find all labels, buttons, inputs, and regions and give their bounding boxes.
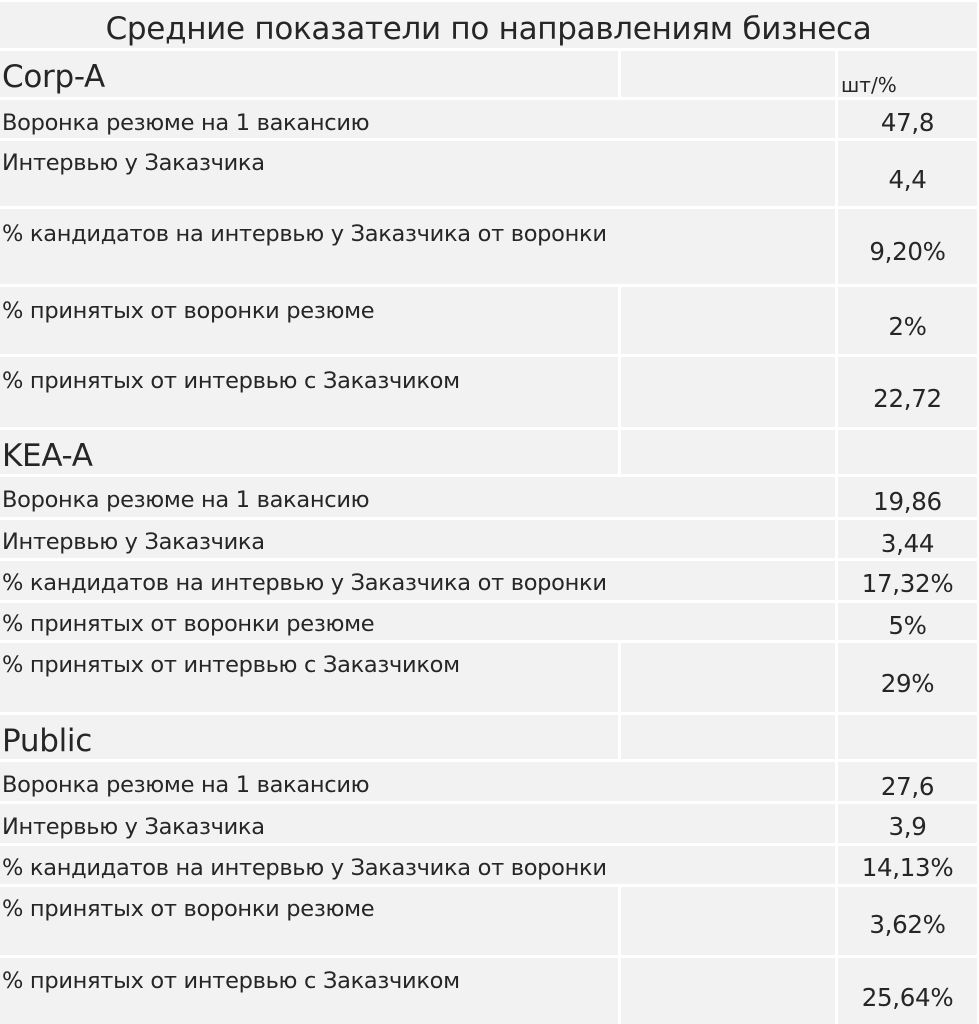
row-value: 2%	[838, 287, 977, 354]
row-value: 27,6	[838, 762, 977, 801]
empty-cell	[621, 51, 835, 97]
row-label: % принятых от интервью с Заказчиком	[0, 958, 618, 1024]
empty-cell	[838, 430, 977, 474]
row-value: 22,72	[838, 357, 977, 427]
row-label: % принятых от воронки резюме	[0, 287, 618, 354]
row-label: % принятых от воронки резюме	[0, 603, 835, 640]
empty-cell	[621, 287, 835, 354]
unit-header: шт/%	[838, 51, 977, 97]
row-label: Воронка резюме на 1 вакансию	[0, 762, 835, 801]
empty-cell	[621, 643, 835, 712]
row-label: % кандидатов на интервью у Заказчика от …	[0, 209, 835, 284]
section-title-kea-a: KEA-A	[0, 430, 618, 474]
empty-cell	[621, 357, 835, 427]
row-label: % принятых от интервью с Заказчиком	[0, 357, 618, 427]
row-label: % принятых от интервью с Заказчиком	[0, 643, 618, 712]
row-value: 5%	[838, 603, 977, 640]
row-label: Интервью у Заказчика	[0, 520, 835, 558]
page-title: Средние показатели по направлениям бизне…	[0, 2, 977, 48]
row-value: 3,62%	[838, 887, 977, 955]
empty-cell	[621, 430, 835, 474]
row-value: 47,8	[838, 100, 977, 138]
row-value: 19,86	[838, 477, 977, 517]
row-value: 25,64%	[838, 958, 977, 1024]
row-label: Интервью у Заказчика	[0, 141, 835, 206]
row-value: 14,13%	[838, 846, 977, 884]
row-label: % кандидатов на интервью у Заказчика от …	[0, 846, 835, 884]
row-label: Воронка резюме на 1 вакансию	[0, 477, 835, 517]
empty-cell	[621, 958, 835, 1024]
row-label: % принятых от воронки резюме	[0, 887, 618, 955]
section-title-corp-a: Corp-A	[0, 51, 618, 97]
row-value: 29%	[838, 643, 977, 712]
empty-cell	[621, 715, 835, 759]
row-value: 3,9	[838, 804, 977, 843]
section-title-public: Public	[0, 715, 618, 759]
row-value: 3,44	[838, 520, 977, 558]
row-value: 9,20%	[838, 209, 977, 284]
empty-cell	[621, 887, 835, 955]
row-value: 4,4	[838, 141, 977, 206]
row-value: 17,32%	[838, 561, 977, 600]
row-label: Воронка резюме на 1 вакансию	[0, 100, 835, 138]
empty-cell	[838, 715, 977, 759]
row-label: Интервью у Заказчика	[0, 804, 835, 843]
row-label: % кандидатов на интервью у Заказчика от …	[0, 561, 835, 600]
